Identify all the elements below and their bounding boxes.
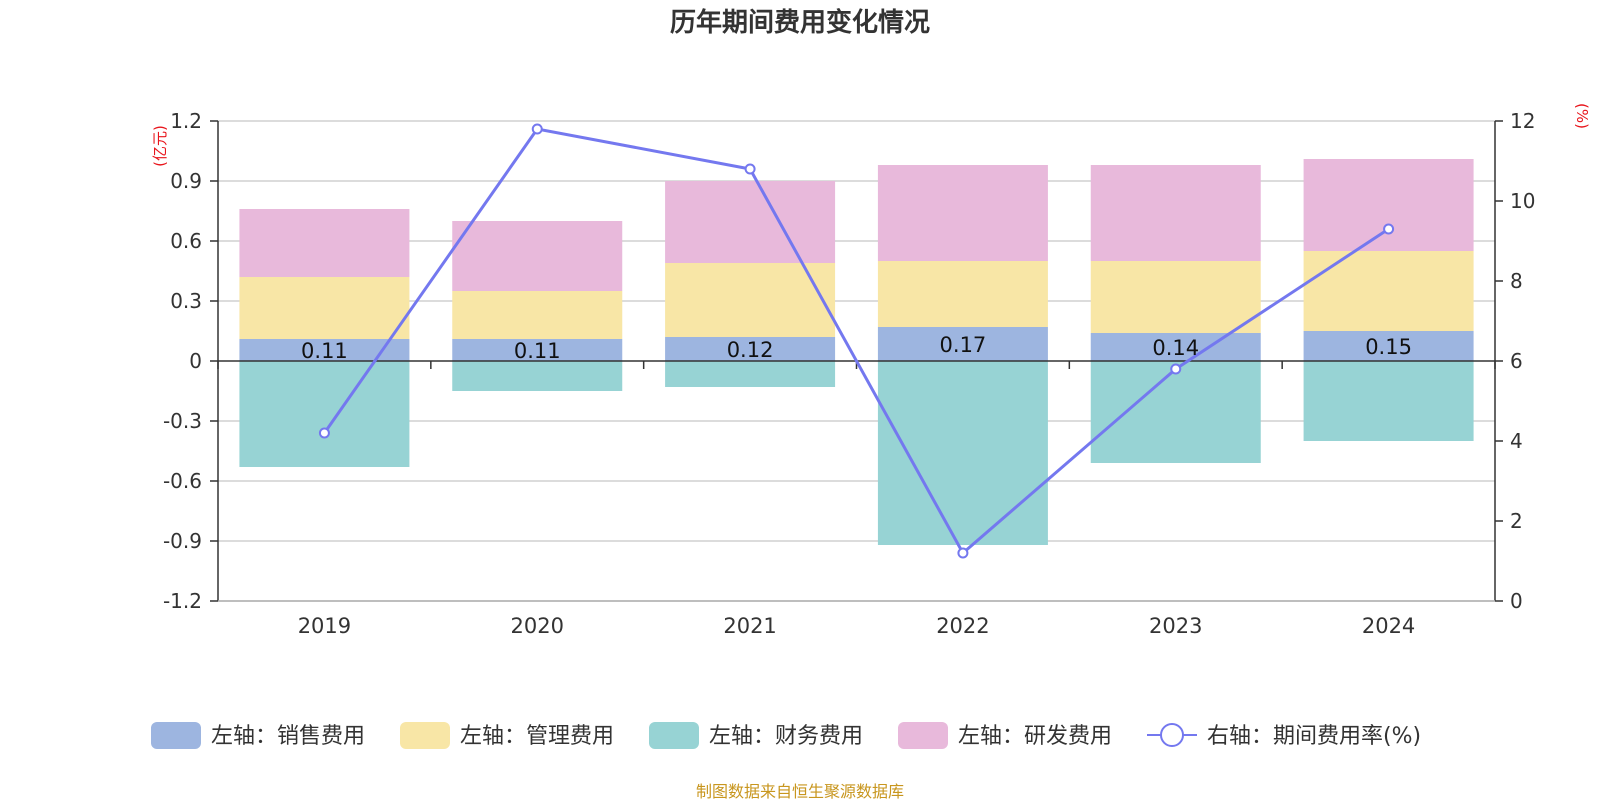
bar-2019 xyxy=(239,277,410,339)
legend-label: 左轴：财务费用 xyxy=(709,724,863,749)
left-axis-tick-label: -0.6 xyxy=(163,469,202,493)
bar-2024 xyxy=(1303,251,1474,331)
bar-2023 xyxy=(1090,361,1261,463)
rate-point-2024 xyxy=(1383,223,1395,235)
bar-2019 xyxy=(239,209,410,277)
rate-point-2020 xyxy=(531,123,543,135)
category-label-2019: 2019 xyxy=(298,614,351,638)
data-labels: 0.11 0.11 0.12 0.17 0.14 0.15 xyxy=(301,333,1412,363)
right-axis-tick-label: 10 xyxy=(1510,189,1535,213)
data-label-2019: 0.11 xyxy=(301,339,348,363)
bar-2024 xyxy=(1303,331,1474,361)
left-axis-tick-label: 0.6 xyxy=(170,229,202,253)
source-note: 制图数据来自恒生聚源数据库 xyxy=(696,782,904,800)
category-label-2023: 2023 xyxy=(1149,614,1202,638)
legend-swatch xyxy=(898,722,948,749)
category-label-2024: 2024 xyxy=(1362,614,1415,638)
legend-swatch xyxy=(400,722,450,749)
bar-2023 xyxy=(1090,333,1261,361)
bar-2023 xyxy=(1090,261,1261,333)
left-axis-tick-label: 0 xyxy=(189,349,202,373)
legend-swatch xyxy=(649,722,699,749)
data-label-2021: 0.12 xyxy=(727,338,774,362)
left-axis-unit: (亿元) xyxy=(151,125,169,167)
right-axis-tick-label: 6 xyxy=(1510,349,1523,373)
bar-2020 xyxy=(452,339,623,361)
rate-line xyxy=(323,127,1390,556)
bar-2021 xyxy=(665,337,836,361)
bar-2021 xyxy=(665,263,836,337)
left-axis-tick-label: -0.9 xyxy=(163,529,202,553)
bar-2023 xyxy=(1090,165,1261,261)
bar-2024 xyxy=(1303,159,1474,251)
right-axis-tick-label: 2 xyxy=(1510,509,1523,533)
line-series xyxy=(318,123,1395,559)
bar-2022 xyxy=(877,261,1048,327)
left-axis-tick-label: -0.3 xyxy=(163,409,202,433)
bar-series xyxy=(239,159,1474,545)
rate-point-2022 xyxy=(957,547,969,559)
data-label-2020: 0.11 xyxy=(514,339,561,363)
data-label-2023: 0.14 xyxy=(1152,336,1199,360)
category-label-2022: 2022 xyxy=(936,614,989,638)
bar-2019 xyxy=(239,339,410,361)
bar-2020 xyxy=(452,221,623,291)
left-axis-tick-label: 0.3 xyxy=(170,289,202,313)
legend-label: 右轴：期间费用率(%) xyxy=(1207,724,1421,749)
axes: 1.20.90.60.30-0.3-0.6-0.9-1.212108642020… xyxy=(163,109,1535,638)
legend-label: 左轴：研发费用 xyxy=(958,724,1112,749)
legend-swatch xyxy=(151,722,201,749)
data-label-2022: 0.17 xyxy=(940,333,987,357)
legend-marker xyxy=(1160,723,1184,747)
right-axis-unit: (%) xyxy=(1573,103,1591,129)
rate-point-2021 xyxy=(744,163,756,175)
bar-2022 xyxy=(877,327,1048,361)
bar-2022 xyxy=(877,361,1048,545)
category-label-2020: 2020 xyxy=(511,614,564,638)
rate-point-2023 xyxy=(1170,363,1182,375)
right-axis-tick-label: 4 xyxy=(1510,429,1523,453)
gridlines xyxy=(218,120,1495,602)
chart-title: 历年期间费用变化情况 xyxy=(670,7,930,38)
left-axis-tick-label: -1.2 xyxy=(163,589,202,613)
left-axis-tick-label: 0.9 xyxy=(170,169,202,193)
bar-2021 xyxy=(665,181,836,263)
right-axis-tick-label: 12 xyxy=(1510,109,1535,133)
data-label-2024: 0.15 xyxy=(1365,335,1412,359)
bar-2020 xyxy=(452,291,623,339)
bar-2020 xyxy=(452,361,623,391)
legend-label: 左轴：销售费用 xyxy=(211,724,365,749)
bar-2021 xyxy=(665,361,836,387)
right-axis-tick-label: 8 xyxy=(1510,269,1523,293)
legend: 左轴：销售费用 左轴：管理费用 左轴：财务费用 左轴：研发费用 右轴：期间费用率(%) xyxy=(151,722,1421,749)
bar-2019 xyxy=(239,361,410,467)
left-axis-tick-label: 1.2 xyxy=(170,109,202,133)
bar-2024 xyxy=(1303,361,1474,441)
category-label-2021: 2021 xyxy=(723,614,776,638)
right-axis-tick-label: 0 xyxy=(1510,589,1523,613)
rate-point-2019 xyxy=(318,427,330,439)
legend-label: 左轴：管理费用 xyxy=(460,724,614,749)
bar-2022 xyxy=(877,165,1048,261)
